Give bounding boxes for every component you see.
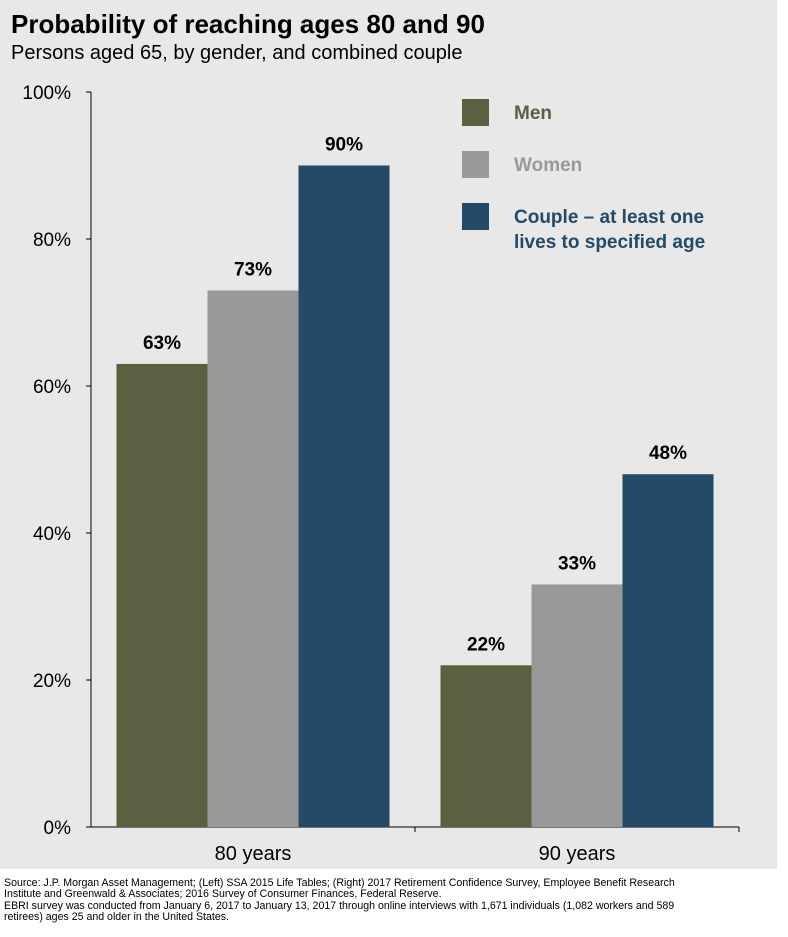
y-tick-label: 60%: [33, 377, 71, 398]
bar-data-label: 90%: [325, 135, 363, 156]
bar-data-label: 22%: [467, 634, 505, 655]
bar: [207, 290, 299, 827]
chart-subtitle: Persons aged 65, by gender, and combined…: [11, 42, 463, 64]
source-line: Source: J.P. Morgan Asset Management; (L…: [4, 877, 675, 889]
bar-data-label: 33%: [558, 553, 596, 574]
legend-swatch: [462, 99, 489, 126]
y-tick-label: 20%: [33, 671, 71, 692]
bar-data-label: 73%: [234, 259, 272, 280]
y-tick-label: 0%: [44, 818, 72, 839]
bar: [298, 165, 390, 827]
bar-chart: 0% 20% 40% 60% 80% 100% 63% 73% 90% 80 years 22% 33…: [22, 83, 740, 865]
source-line: EBRI survey was conducted from January 6…: [4, 899, 675, 912]
legend-swatch: [462, 203, 489, 230]
bar: [440, 665, 532, 827]
source-line: retirees) ages 25 and older in the Unite…: [4, 911, 229, 924]
y-tick-label: 40%: [33, 524, 71, 545]
bar: [622, 474, 714, 827]
source-note: Source: J.P. Morgan Asset Management; (L…: [4, 877, 784, 924]
bar-data-label: 63%: [143, 333, 181, 354]
x-category-label: 90 years: [539, 843, 616, 865]
chart-title: Probability of reaching ages 80 and 90: [11, 9, 485, 39]
y-tick-label: 100%: [22, 83, 71, 104]
source-line: Institute and Greenwald & Associates; 20…: [4, 888, 442, 901]
legend-swatch: [462, 151, 489, 178]
x-category-label: 80 years: [215, 843, 292, 865]
bar: [116, 363, 208, 827]
y-tick-label: 80%: [33, 230, 71, 251]
legend-label: Men: [514, 103, 552, 124]
legend-label: Women: [514, 155, 582, 176]
legend-label: Couple – at least one lives to specified …: [514, 207, 705, 253]
bar: [531, 584, 623, 827]
bar-data-label: 48%: [649, 443, 687, 464]
